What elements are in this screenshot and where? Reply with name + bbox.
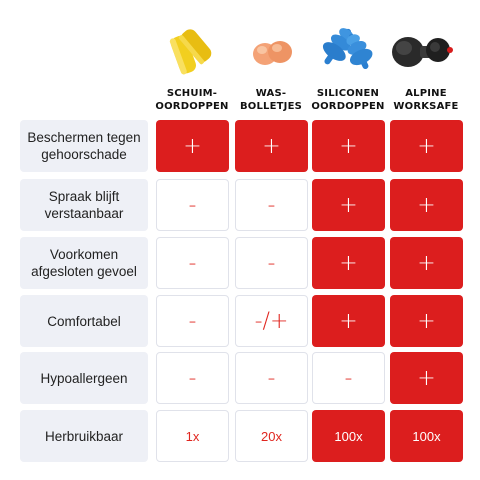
cell-protection-wax: +: [235, 120, 308, 172]
cell-speech-foam: -: [156, 179, 229, 231]
cell-hypoallergenic-silicone: -: [312, 352, 385, 404]
column-header-line: SILICONEN: [316, 88, 380, 99]
row-label-speech: Spraak blijft verstaanbaar: [20, 179, 148, 231]
cell-comfort-foam: -: [156, 295, 229, 347]
cell-hypoallergenic-foam: -: [156, 352, 229, 404]
cell-closed-feeling-silicone: +: [312, 237, 385, 289]
row-label-reusable: Herbruikbaar: [20, 410, 148, 462]
wax-balls-image: [253, 41, 292, 65]
cell-speech-silicone: +: [312, 179, 385, 231]
column-header-line: WAS-: [255, 88, 287, 99]
column-header-line: ALPINE: [405, 88, 447, 99]
alpine-worksafe-image: [392, 37, 453, 67]
cell-comfort-wax: -/+: [235, 295, 308, 347]
row-label-protection: Beschermen tegen gehoorschade: [20, 120, 148, 172]
cell-comfort-alpine: +: [390, 295, 463, 347]
cell-protection-silicone: +: [312, 120, 385, 172]
column-header-line: WORKSAFE: [393, 101, 459, 112]
cell-closed-feeling-foam: -: [156, 237, 229, 289]
foam-earplugs-image: [169, 29, 212, 75]
row-label-hypoallergenic: Hypoallergeen: [20, 352, 148, 404]
cell-protection-foam: +: [156, 120, 229, 172]
column-header-alpine: ALPINE WORKSAFE: [386, 87, 466, 113]
column-header-silicone: SILICONEN OORDOPPEN: [308, 87, 388, 113]
cell-reusable-silicone: 100x: [312, 410, 385, 462]
column-header-line: BOLLETJES: [239, 101, 303, 112]
column-header-line: OORDOPPEN: [155, 101, 229, 112]
silicone-earplugs-image: [322, 28, 373, 70]
cell-reusable-foam: 1x: [156, 410, 229, 462]
cell-hypoallergenic-wax: -: [235, 352, 308, 404]
cell-closed-feeling-wax: -: [235, 237, 308, 289]
cell-speech-wax: -: [235, 179, 308, 231]
row-label-closed-feeling: Voorkomen afgesloten gevoel: [20, 237, 148, 289]
column-header-wax: WAS- BOLLETJES: [231, 87, 311, 113]
cell-speech-alpine: +: [390, 179, 463, 231]
column-header-foam: SCHUIM- OORDOPPEN: [152, 87, 232, 113]
cell-hypoallergenic-alpine: +: [390, 352, 463, 404]
column-header-line: SCHUIM-: [166, 88, 218, 99]
column-header-line: OORDOPPEN: [311, 101, 385, 112]
cell-reusable-wax: 20x: [235, 410, 308, 462]
cell-comfort-silicone: +: [312, 295, 385, 347]
row-label-comfort: Comfortabel: [20, 295, 148, 347]
cell-closed-feeling-alpine: +: [390, 237, 463, 289]
cell-reusable-alpine: 100x: [390, 410, 463, 462]
cell-protection-alpine: +: [390, 120, 463, 172]
